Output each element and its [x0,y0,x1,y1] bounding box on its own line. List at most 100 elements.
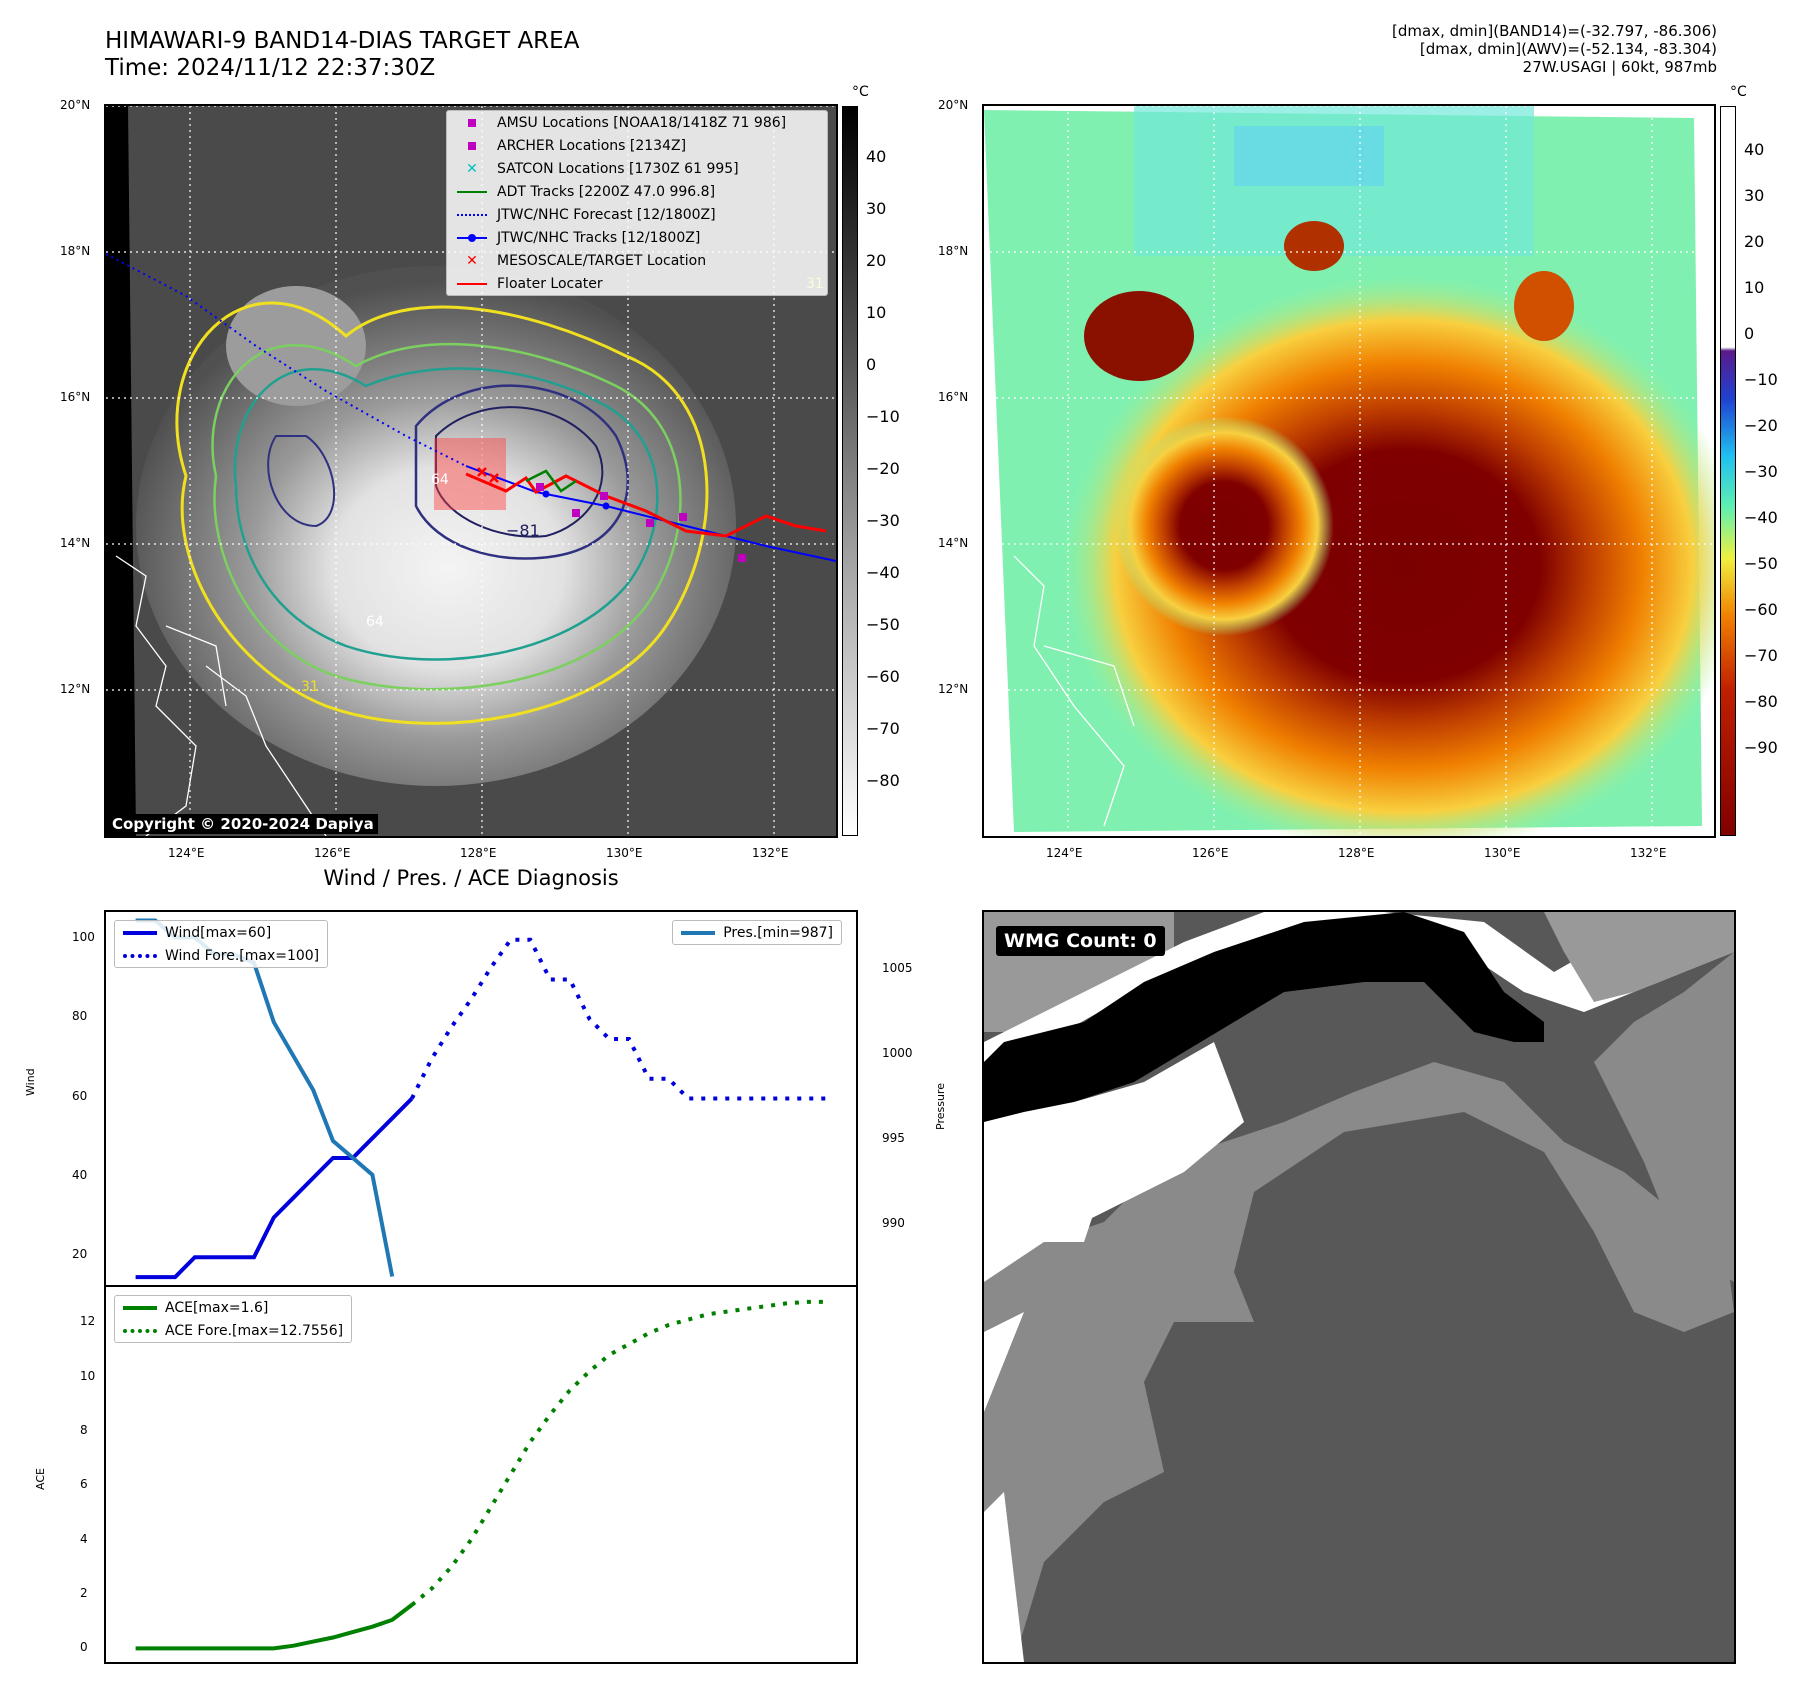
title-line-1: HIMAWARI-9 BAND14-DIAS TARGET AREA [105,28,580,54]
lat-tick: 12°N [60,682,91,696]
legend-label: ACE Fore.[max=12.7556] [165,1322,344,1339]
colorbar-tick-label: 20 [1744,231,1765,251]
legend-label: ADT Tracks [2200Z 47.0 996.8] [497,183,716,200]
copyright-label: Copyright © 2020-2024 Dapiya [108,814,378,834]
square-marker-icon [455,118,489,127]
lat-tick: 20°N [60,98,91,112]
legend-label: SATCON Locations [1730Z 61 995] [497,160,739,177]
legend-label: Wind Fore.[max=100] [165,947,320,964]
y-tick-label: 40 [72,1167,88,1182]
line-marker-icon [455,190,489,193]
lon-tick: 128°E [460,846,497,860]
wind-axis-label: Wind [24,1068,37,1096]
y2-tick-label: 1000 [882,1046,913,1061]
legend-label: ACE[max=1.6] [165,1299,269,1316]
pressure-legend: Pres.[min=987] [672,920,842,945]
colorbar-tick-label: −60 [1744,600,1778,620]
legend-item: JTWC/NHC Tracks [12/1800Z] [447,226,827,249]
ace-plot-svg [135,1299,827,1651]
legend-label: AMSU Locations [NOAA18/1418Z 71 986] [497,114,787,131]
colorbar-tick-label: 10 [1744,277,1765,297]
legend-item: ✕ MESOSCALE/TARGET Location [447,249,827,272]
contour-label: 31 [301,679,319,695]
y2-tick-label: 990 [882,1215,905,1230]
contour-label: −81 [506,521,540,540]
lon-tick: 132°E [1630,846,1667,860]
stats-line-1: [dmax, dmin](BAND14)=(-32.797, -86.306) [1392,22,1717,40]
line-marker-icon [455,282,489,285]
colorbar-tick-label: 40 [866,147,887,167]
wind-legend: Wind[max=60] Wind Fore.[max=100] [114,920,329,968]
lon-tick: 124°E [1046,846,1083,860]
lon-tick: 130°E [606,846,643,860]
title-line-2: Time: 2024/11/12 22:37:30Z [105,55,436,81]
legend-item: AMSU Locations [NOAA18/1418Z 71 986] [447,111,827,134]
y-tick-label: 2 [80,1586,88,1601]
legend-item: Wind Fore.[max=100] [115,944,327,967]
stats-line-3: 27W.USAGI | 60kt, 987mb [1522,58,1717,76]
legend-label: ARCHER Locations [2134Z] [497,137,687,154]
legend-item: JTWC/NHC Forecast [12/1800Z] [447,203,827,226]
line-dot-icon [455,233,489,242]
awv-map-svg [984,106,1714,836]
lat-tick: 18°N [60,244,91,258]
y2-tick-label: 995 [882,1130,905,1145]
colorbar-tick-label: −30 [866,511,900,531]
y2-tick-label: 1005 [882,961,913,976]
legend-item: ACE[max=1.6] [115,1296,351,1319]
lat-tick: 16°N [938,390,969,404]
series-line [135,1603,414,1651]
wmg-count-badge: WMG Count: 0 [996,926,1165,956]
colorbar-tick-label: −70 [1744,646,1778,666]
legend-item: ✕ SATCON Locations [1730Z 61 995] [447,157,827,180]
wind-pressure-chart: Wind[max=60] Wind Fore.[max=100] Pres.[m… [104,910,858,1287]
colorbar-tick-label: 10 [866,303,887,323]
legend-label: JTWC/NHC Forecast [12/1800Z] [497,206,716,223]
ir-map-legend: AMSU Locations [NOAA18/1418Z 71 986] ARC… [446,110,828,296]
lat-tick: 14°N [60,536,91,550]
colorbar-tick-label: −10 [866,407,900,427]
y-tick-label: 4 [80,1531,88,1546]
ace-axis-label: ACE [34,1468,47,1490]
lat-tick: 16°N [60,390,91,404]
y-tick-label: 12 [80,1314,96,1329]
legend-item: Floater Locater [447,272,827,295]
legend-item: ADT Tracks [2200Z 47.0 996.8] [447,180,827,203]
colorbar-tick-label: −20 [866,459,900,479]
lon-tick: 126°E [314,846,351,860]
colorbar-tick-label: 0 [866,355,877,375]
dotted-line-icon [123,1328,157,1333]
lat-tick: 12°N [938,682,969,696]
legend-item: ACE Fore.[max=12.7556] [115,1319,351,1342]
wmg-svg [984,912,1734,1662]
legend-item: Pres.[min=987] [673,921,841,944]
stats-block: [dmax, dmin](BAND14)=(-32.797, -86.306) … [1392,22,1717,76]
y-tick-label: 0 [80,1640,88,1655]
line-marker-icon [123,930,157,935]
wmg-panel: WMG Count: 0 [982,910,1736,1664]
y-tick-label: 20 [72,1247,88,1262]
colorbar-tick-label: −80 [866,771,900,791]
series-line [410,1299,827,1607]
legend-label: Wind[max=60] [165,924,272,941]
ir-map-panel: 64 −81 64 31 31 AMSU Locations [NOAA18/1… [104,104,838,838]
y-tick-label: 100 [72,929,95,944]
y-tick-label: 8 [80,1423,88,1438]
colorbar-tick-label: −30 [1744,462,1778,482]
colorbar-tick-label: 30 [1744,185,1765,205]
legend-label: JTWC/NHC Tracks [12/1800Z] [497,229,701,246]
y-tick-label: 80 [72,1009,88,1024]
colorbar-tick-label: 40 [1744,139,1765,159]
colorbar-tick-label: −10 [1744,370,1778,390]
legend-label: Floater Locater [497,275,603,292]
dotted-line-icon [455,213,489,216]
y-tick-label: 60 [72,1088,88,1103]
lon-tick: 124°E [168,846,205,860]
legend-label: MESOSCALE/TARGET Location [497,252,707,269]
stats-line-2: [dmax, dmin](AWV)=(-52.134, -83.304) [1419,40,1717,58]
ace-legend: ACE[max=1.6] ACE Fore.[max=12.7556] [114,1295,353,1343]
lat-tick: 18°N [938,244,969,258]
line-marker-icon [123,1305,157,1310]
lat-tick: 14°N [938,536,969,550]
colorbar-tick-label: −70 [866,719,900,739]
